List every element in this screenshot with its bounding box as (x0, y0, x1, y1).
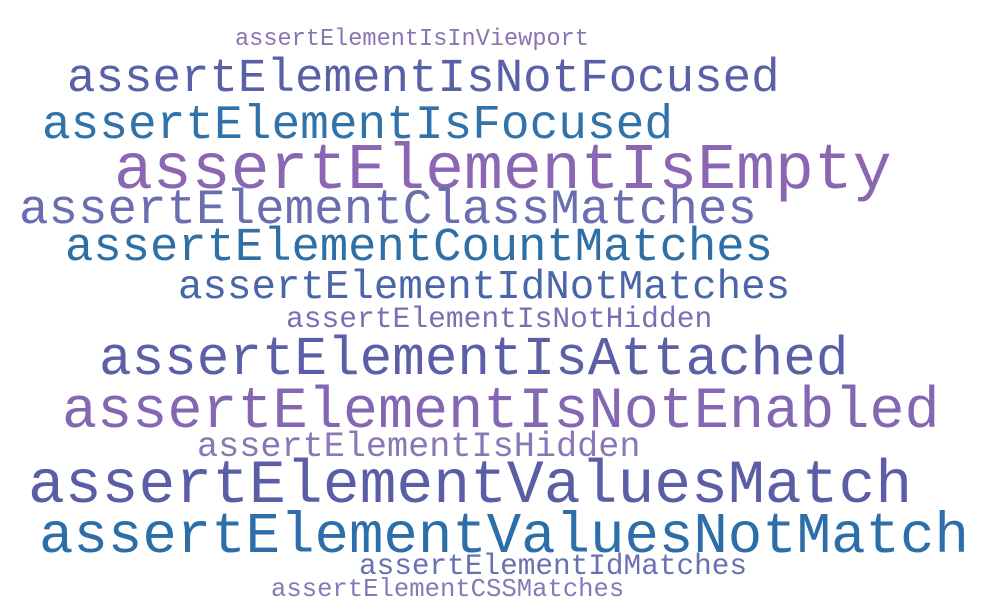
word-assert-element-is-in-viewport: assertElementIsInViewport (235, 26, 589, 53)
word-assert-element-count-matches: assertElementCountMatches (65, 222, 773, 275)
word-assert-element-id-not-matches: assertElementIdNotMatches (178, 265, 791, 311)
word-assert-element-css-matches: assertElementCSSMatches (271, 575, 625, 604)
word-assert-element-is-hidden: assertElementIsHidden (197, 427, 641, 467)
word-assert-element-is-empty: assertElementIsEmpty (114, 135, 892, 208)
word-assert-element-id-matches: assertElementIdMatches (359, 550, 748, 583)
word-assert-element-is-focused: assertElementIsFocused (42, 99, 674, 153)
word-assert-element-class-matches: assertElementClassMatches (19, 182, 757, 238)
word-assert-element-values-not-match: assertElementValuesNotMatch (39, 505, 969, 570)
word-assert-element-is-not-hidden: assertElementIsNotHidden (286, 302, 713, 336)
word-assert-element-is-not-focused: assertElementIsNotFocused (67, 52, 780, 106)
word-assert-element-is-attached: assertElementIsAttached (99, 330, 849, 391)
word-assert-element-is-not-enabled: assertElementIsNotEnabled (62, 378, 940, 445)
word-assert-element-values-match: assertElementValuesMatch (28, 452, 913, 521)
